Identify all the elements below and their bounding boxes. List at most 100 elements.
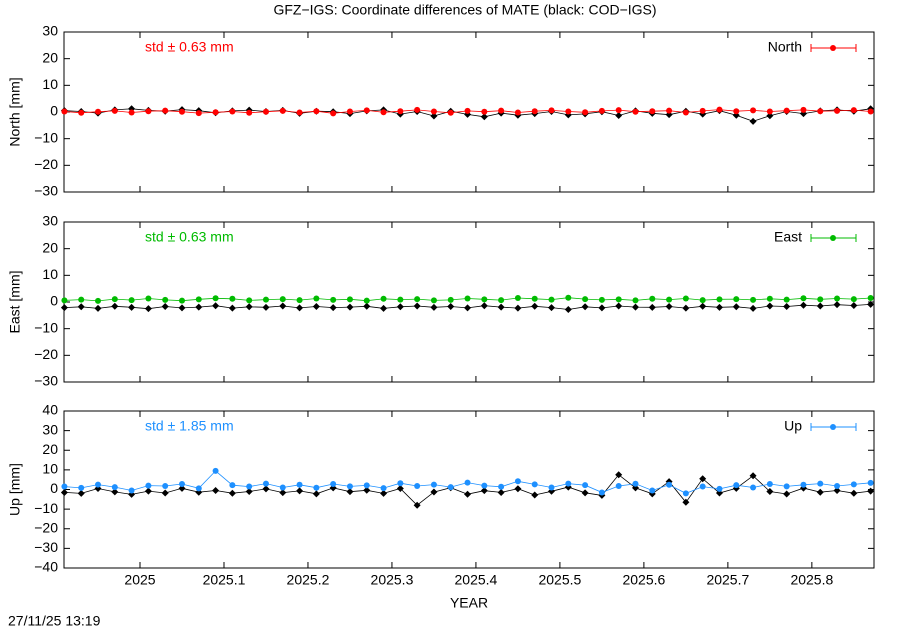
data-point: [531, 295, 538, 302]
data-point: [833, 301, 841, 309]
data-point: [128, 109, 135, 116]
data-point: [144, 487, 152, 495]
data-point: [733, 296, 740, 303]
data-point: [77, 303, 85, 311]
data-point: [414, 106, 421, 113]
data-point: [77, 489, 85, 497]
data-point: [481, 296, 488, 303]
data-point: [346, 483, 353, 490]
data-point: [94, 304, 102, 312]
data-point: [850, 296, 857, 303]
data-point: [800, 481, 807, 488]
data-point: [111, 488, 119, 496]
annotation: std ± 1.85 mm: [145, 418, 234, 434]
data-point: [430, 303, 438, 311]
data-point: [598, 107, 605, 114]
data-point: [228, 304, 236, 312]
data-point: [615, 296, 622, 303]
data-point: [699, 302, 707, 310]
annotation: std ± 0.63 mm: [145, 229, 234, 245]
data-point: [548, 304, 556, 312]
data-point: [161, 303, 169, 311]
data-point: [481, 108, 488, 115]
data-point: [61, 108, 68, 115]
data-point: [413, 302, 421, 310]
data-point: [95, 108, 102, 115]
data-point: [582, 296, 589, 303]
y-tick-label: 10: [42, 76, 58, 92]
legend-label: Up: [784, 418, 802, 434]
data-point: [312, 303, 320, 311]
data-point: [480, 302, 488, 310]
legend-label: East: [774, 229, 802, 245]
y-tick-label: −30: [34, 373, 58, 389]
data-point: [61, 297, 68, 304]
data-point: [548, 107, 555, 114]
data-point: [816, 488, 824, 496]
data-point: [279, 302, 287, 310]
y-tick-label: 20: [42, 239, 58, 255]
data-point: [413, 501, 421, 509]
legend-swatch: [830, 235, 836, 241]
data-point: [817, 296, 824, 303]
data-point: [766, 112, 774, 120]
data-point: [615, 111, 623, 119]
data-point: [430, 297, 437, 304]
y-tick-label: −40: [34, 559, 58, 575]
data-point: [363, 302, 371, 310]
data-point: [867, 108, 874, 115]
y-tick-label: 0: [50, 293, 58, 309]
data-point: [346, 303, 354, 311]
data-point: [833, 486, 841, 494]
data-point: [834, 482, 841, 489]
data-point: [229, 482, 236, 489]
data-point: [850, 301, 858, 309]
y-axis-label: North [mm]: [7, 77, 23, 146]
data-point: [514, 478, 521, 485]
data-point: [296, 481, 303, 488]
data-point: [498, 483, 505, 490]
data-point: [128, 487, 135, 494]
data-point: [514, 485, 522, 493]
chart-title: GFZ−IGS: Coordinate differences of MATE …: [273, 2, 656, 18]
data-point: [430, 488, 438, 496]
data-point: [195, 110, 202, 117]
data-point: [346, 488, 354, 496]
data-point: [279, 484, 286, 491]
data-point: [732, 303, 740, 311]
data-point: [716, 485, 723, 492]
data-point: [498, 297, 505, 304]
data-point: [195, 485, 202, 492]
y-tick-label: −20: [34, 156, 58, 172]
data-point: [414, 482, 421, 489]
data-point: [212, 109, 219, 116]
data-point: [430, 481, 437, 488]
data-point: [682, 304, 690, 312]
data-point: [363, 107, 370, 114]
data-point: [145, 482, 152, 489]
data-point: [245, 303, 253, 311]
data-point: [330, 296, 337, 303]
data-point: [817, 480, 824, 487]
y-tick-label: 30: [42, 421, 58, 437]
data-point: [363, 297, 370, 304]
data-point: [397, 108, 404, 115]
data-point: [565, 480, 572, 487]
data-point: [78, 109, 85, 116]
data-point: [749, 304, 757, 312]
data-point: [715, 303, 723, 311]
data-point: [749, 472, 757, 480]
data-point: [867, 295, 874, 301]
data-point: [330, 481, 337, 488]
y-tick-label: 40: [42, 402, 58, 418]
timestamp: 27/11/25 13:19: [8, 613, 101, 629]
data-point: [313, 484, 320, 491]
data-point: [178, 297, 185, 304]
data-point: [666, 296, 673, 303]
data-point: [162, 296, 169, 303]
data-point: [380, 109, 387, 116]
data-point: [632, 297, 639, 304]
data-point: [531, 491, 539, 499]
